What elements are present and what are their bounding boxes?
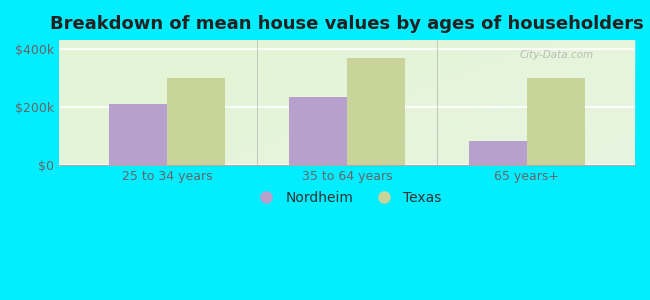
Text: City-Data.com: City-Data.com [520, 50, 594, 60]
Bar [527, 78, 584, 165]
Bar [347, 58, 404, 165]
Title: Breakdown of mean house values by ages of householders: Breakdown of mean house values by ages o… [50, 15, 644, 33]
Bar [289, 97, 347, 165]
Bar [167, 78, 225, 165]
Bar [469, 141, 527, 165]
Legend: Nordheim, Texas: Nordheim, Texas [246, 185, 447, 210]
Bar [109, 104, 167, 165]
